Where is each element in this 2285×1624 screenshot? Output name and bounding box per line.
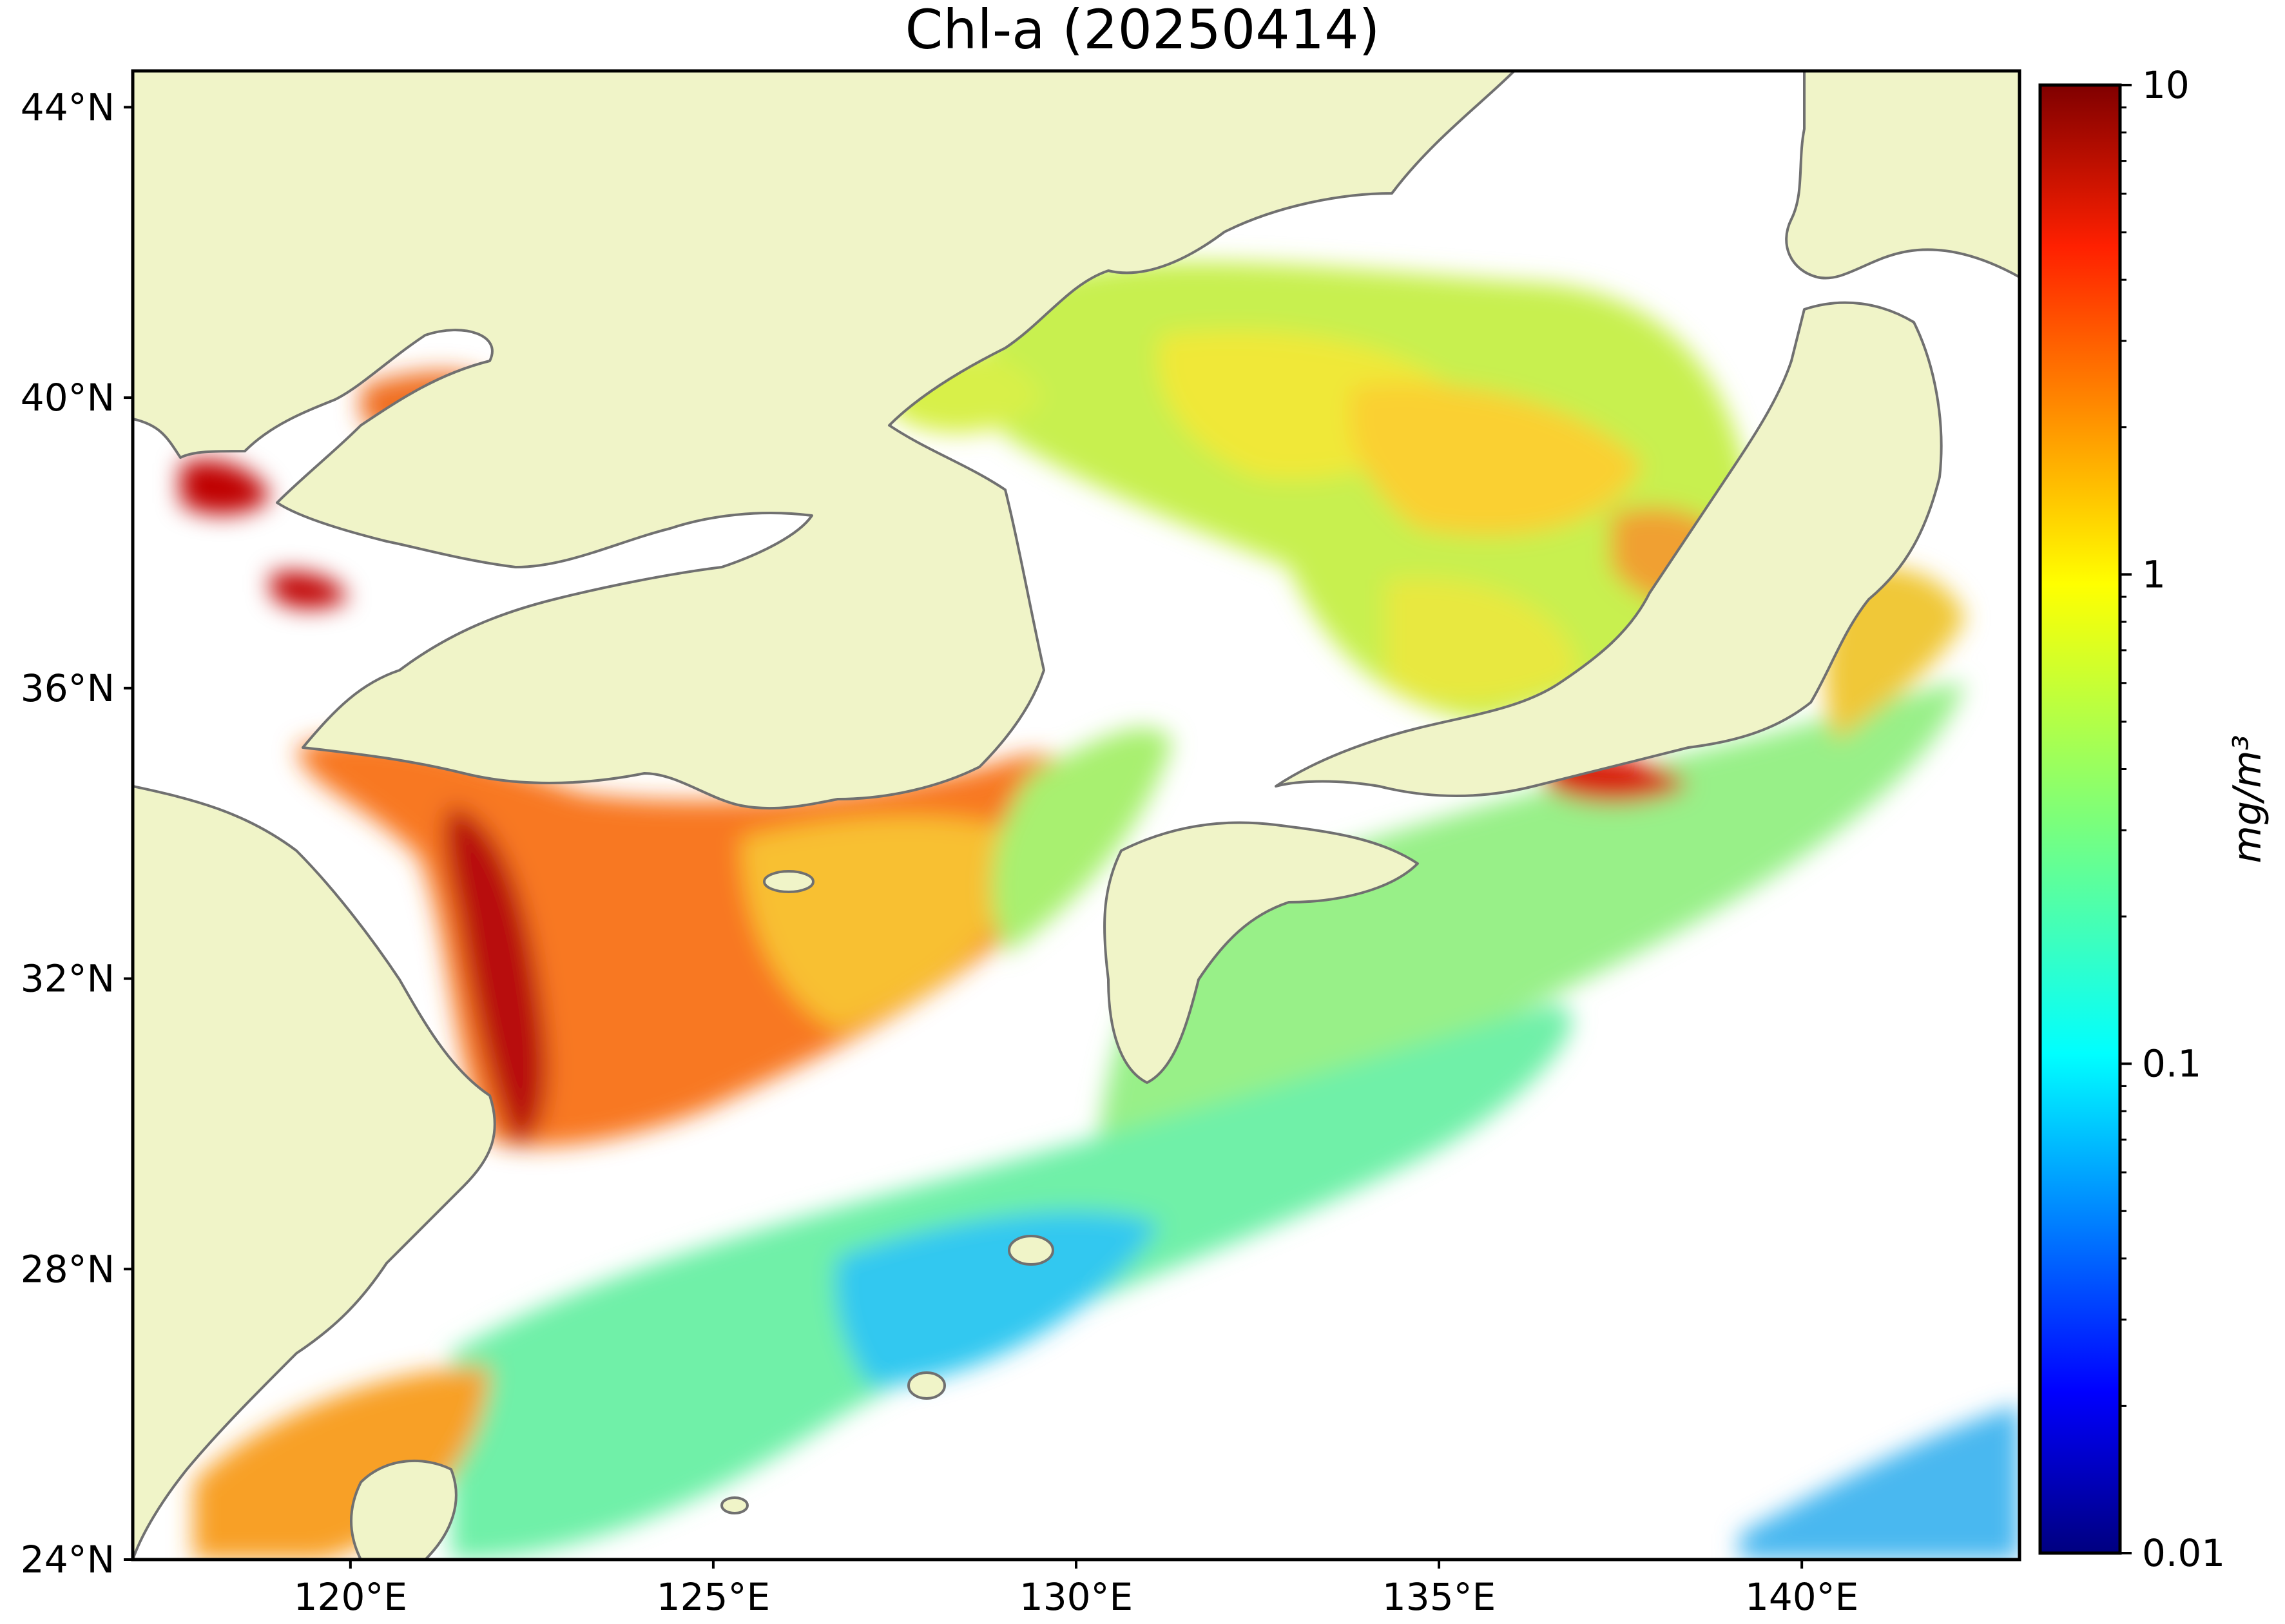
lon-tick-label: 125°E [657, 1575, 770, 1619]
map-title: Chl-a (20250414) [905, 0, 1380, 61]
map-plot-area [133, 71, 2020, 1560]
colorbar-gradient [2040, 85, 2120, 1553]
lat-tick-label: 24°N [21, 1538, 115, 1581]
lat-tick-label: 32°N [21, 957, 115, 1001]
colorbar-tick-label: 10 [2142, 63, 2190, 107]
lon-tick-label: 120°E [294, 1575, 407, 1619]
lat-tick-label: 40°N [21, 376, 115, 420]
colorbar-minor-ticks [2120, 106, 2126, 1407]
longitude-axis: 120°E 125°E 130°E 135°E 140°E [294, 1560, 1858, 1619]
latitude-axis: 44°N 40°N 36°N 32°N 28°N 24°N [21, 85, 133, 1581]
lat-tick-label: 36°N [21, 666, 115, 710]
colorbar-ticks: 10 1 0.1 0.01 [2120, 63, 2225, 1575]
lon-tick-label: 130°E [1019, 1575, 1133, 1619]
colorbar-tick-label: 1 [2142, 552, 2166, 596]
colorbar-tick-label: 0.01 [2142, 1531, 2225, 1575]
lon-tick-label: 140°E [1745, 1575, 1858, 1619]
lat-tick-label: 44°N [21, 85, 115, 129]
lon-tick-label: 135°E [1382, 1575, 1496, 1619]
colorbar-frame [2038, 83, 2122, 1555]
colorbar-tick-label: 0.1 [2142, 1042, 2201, 1086]
land-layer [133, 71, 2020, 1560]
colorbar: 10 1 0.1 0.01 [2038, 63, 2225, 1575]
lat-tick-label: 28°N [21, 1247, 115, 1291]
colorbar-unit-label: mg/m³ [2225, 735, 2270, 864]
